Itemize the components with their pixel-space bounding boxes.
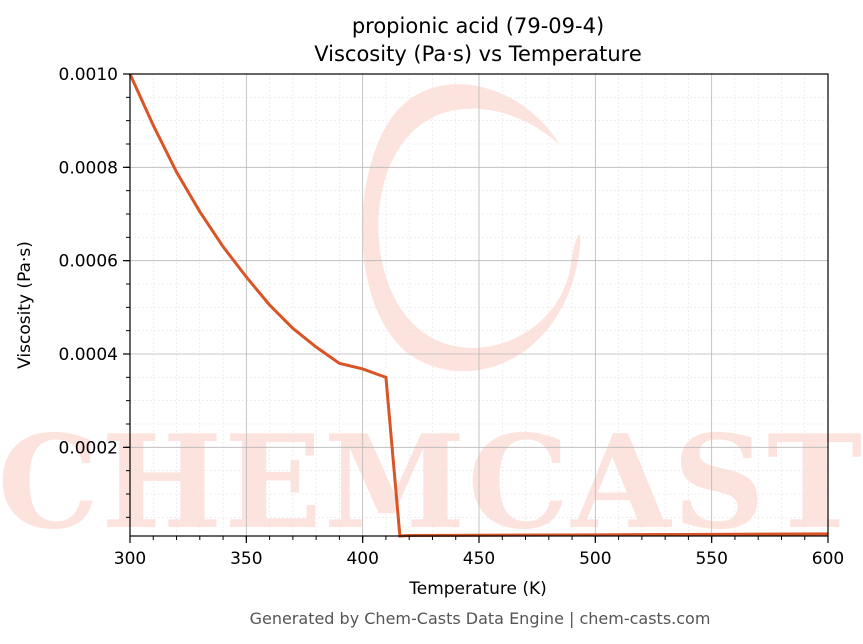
x-tick-label: 350 [230,549,262,569]
y-tick-label: 0.0008 [59,158,118,178]
watermark-swirl-mark [362,84,581,372]
x-tick-label: 600 [812,549,844,569]
x-tick-label: 450 [463,549,495,569]
chart-subtitle: Viscosity (Pa·s) vs Temperature [314,42,642,66]
chart-title: propionic acid (79-09-4) [352,14,604,38]
x-tick-label: 400 [346,549,378,569]
y-tick-label: 0.0006 [59,252,118,272]
plot-area: 300 350 400 450 500 550 600 0.0002 0.0004 0.0006… [59,65,845,569]
viscosity-line [128,73,829,538]
x-axis-ticks: 300 350 400 450 500 550 600 [114,536,844,569]
y-axis-label: Viscosity (Pa·s) [15,241,35,369]
x-axis-label: Temperature (K) [408,579,547,599]
y-axis-ticks: 0.0002 0.0004 0.0006 0.0008 0.0010 [59,65,130,518]
x-tick-label: 500 [579,549,611,569]
y-tick-label: 0.0004 [59,345,118,365]
y-tick-label: 0.0002 [59,438,118,458]
x-tick-label: 550 [695,549,727,569]
x-tick-label: 300 [114,549,146,569]
y-tick-label: 0.0010 [59,65,118,85]
footer-credit: Generated by Chem-Casts Data Engine | ch… [250,609,711,628]
